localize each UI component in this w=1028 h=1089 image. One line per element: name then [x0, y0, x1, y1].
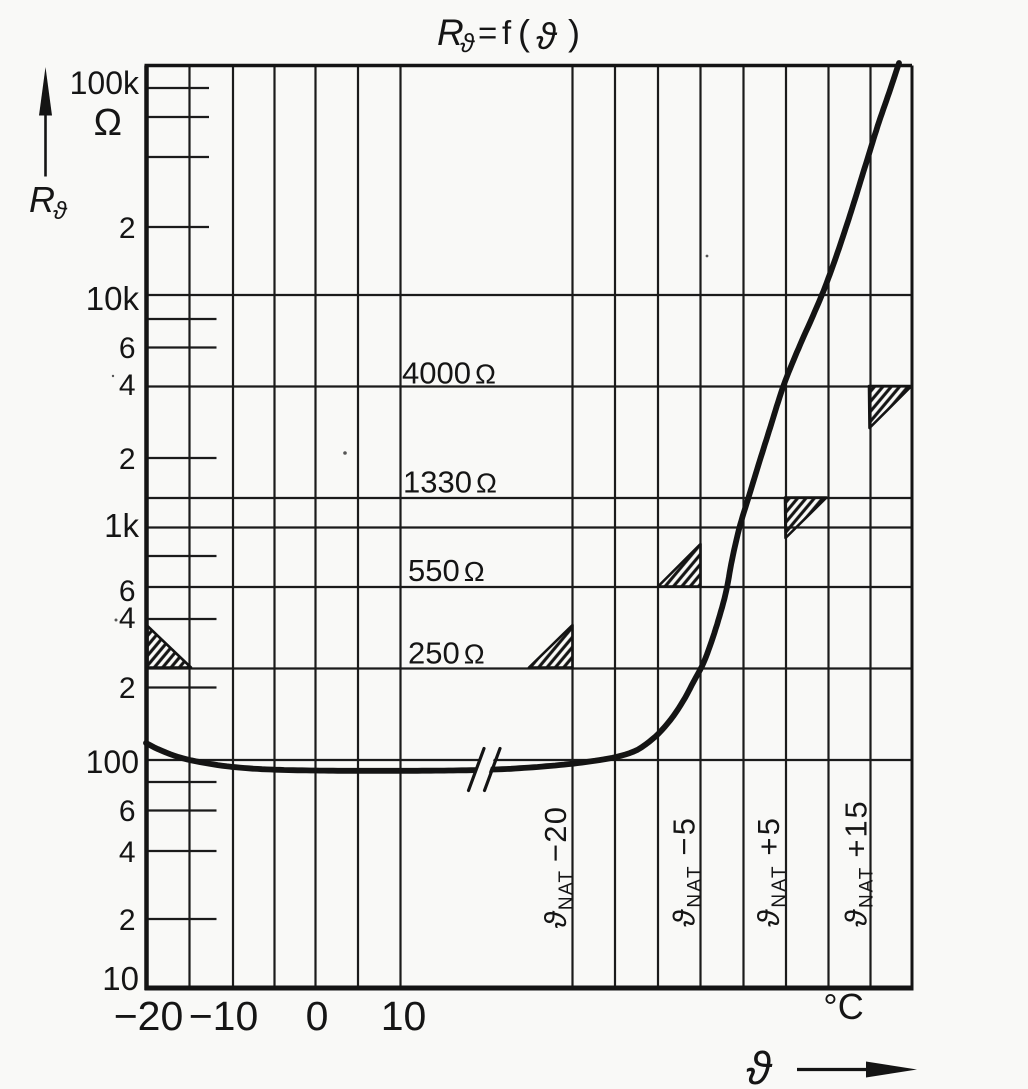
svg-text:6: 6: [119, 575, 136, 608]
svg-text:10: 10: [381, 993, 427, 1039]
svg-text:2: 2: [119, 904, 136, 937]
svg-text:ϑ: ϑ: [53, 197, 68, 225]
svg-text:6: 6: [119, 332, 136, 365]
svg-text:4: 4: [119, 369, 136, 402]
svg-text:Ω: Ω: [94, 102, 122, 144]
svg-text:ϑNAT −5: ϑNAT −5: [667, 816, 706, 927]
svg-text:ϑ: ϑ: [746, 1042, 773, 1089]
svg-text:6: 6: [119, 795, 136, 828]
svg-text:10k: 10k: [86, 280, 140, 317]
svg-text:f: f: [502, 14, 512, 51]
svg-text:ϑ: ϑ: [460, 28, 475, 58]
svg-text:4: 4: [119, 836, 136, 869]
svg-text:0: 0: [306, 993, 329, 1039]
svg-text:ϑNAT +5: ϑNAT +5: [751, 816, 790, 927]
svg-text:°C: °C: [823, 986, 863, 1027]
svg-text:(: (: [518, 12, 530, 53]
svg-text:100: 100: [86, 744, 139, 780]
svg-text:100k: 100k: [70, 65, 140, 101]
svg-text:−20: −20: [114, 993, 184, 1039]
svg-text:2: 2: [119, 443, 136, 476]
svg-text:4: 4: [119, 602, 136, 635]
svg-text:R: R: [29, 179, 55, 220]
svg-text:ϑNAT −20: ϑNAT −20: [538, 806, 577, 929]
svg-text:2: 2: [119, 212, 136, 245]
svg-text:R: R: [437, 12, 464, 53]
svg-text:−10: −10: [189, 993, 259, 1039]
svg-text:): ): [568, 12, 580, 53]
svg-text:=: =: [478, 14, 497, 51]
svg-text:2: 2: [119, 672, 136, 705]
svg-text:ϑ: ϑ: [536, 16, 558, 57]
svg-text:10: 10: [102, 960, 139, 997]
svg-text:1k: 1k: [104, 507, 139, 544]
